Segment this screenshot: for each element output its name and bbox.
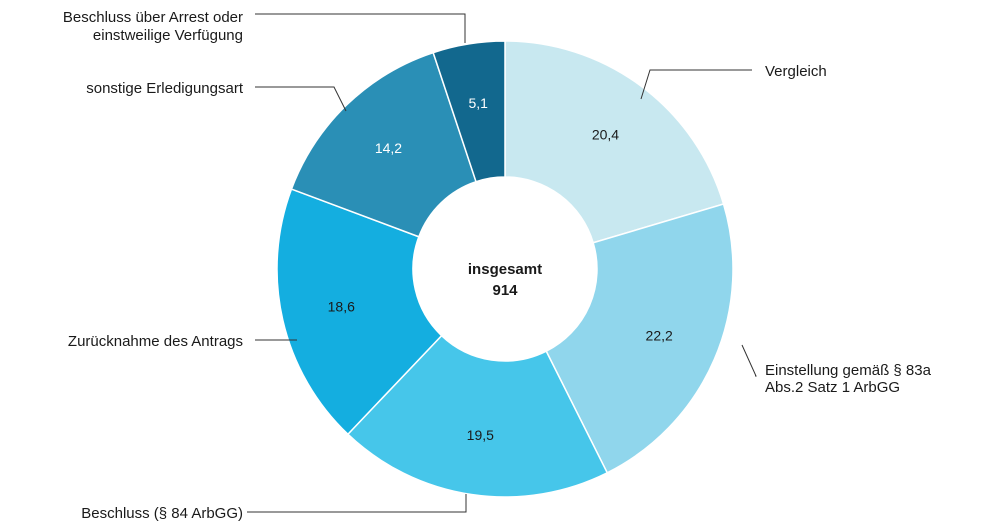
center-total: 914 <box>492 282 518 299</box>
leader-line-1 <box>741 344 757 377</box>
leader-line-0 <box>640 69 752 100</box>
category-labels-group: Vergleich Einstellung gemäß § 83a Abs.2 Sa… <box>63 9 932 522</box>
slice-5 <box>432 40 506 183</box>
center-label: insgesamt <box>468 261 542 278</box>
value-label-3: 18,6 <box>328 299 355 315</box>
leader-line-5 <box>255 13 466 43</box>
leader-line-4 <box>255 86 347 112</box>
value-labels-group: 20,4 22,2 19,5 18,6 14,2 5,1 <box>328 95 673 443</box>
category-label-line: Abs.2 Satz 1 ArbGG <box>765 379 900 396</box>
leader-lines-group <box>247 13 757 513</box>
category-label-line: Vergleich <box>765 63 827 80</box>
slice-3 <box>276 188 443 436</box>
category-label-line: Einstellung gemäß § 83a <box>765 362 932 379</box>
category-label-line: sonstige Erledigungsart <box>86 80 244 97</box>
category-label-1: Einstellung gemäß § 83a Abs.2 Satz 1 ArbG… <box>765 362 932 396</box>
category-label-5: Beschluss über Arrest oder einstweilige V… <box>63 9 243 44</box>
category-label-line: einstweilige Verfügung <box>93 27 243 44</box>
category-label-2: Beschluss (§ 84 ArbGG) <box>81 505 243 522</box>
value-label-1: 22,2 <box>646 328 673 344</box>
category-label-line: Zurücknahme des Antrags <box>68 333 243 350</box>
slice-4 <box>290 51 477 238</box>
category-label-line: Beschluss (§ 84 ArbGG) <box>81 505 243 522</box>
value-label-5: 5,1 <box>468 95 488 111</box>
leader-line-2 <box>247 494 467 513</box>
value-label-2: 19,5 <box>467 427 494 443</box>
category-label-line: Beschluss über Arrest oder <box>63 9 243 26</box>
category-label-4: sonstige Erledigungsart <box>86 80 244 97</box>
slice-1 <box>545 203 734 474</box>
category-label-0: Vergleich <box>765 63 827 80</box>
slice-0 <box>504 40 725 244</box>
category-label-3: Zurücknahme des Antrags <box>68 333 243 350</box>
value-label-4: 14,2 <box>375 140 402 156</box>
value-label-0: 20,4 <box>592 126 619 142</box>
slices-group <box>276 40 734 498</box>
slice-2 <box>346 334 609 498</box>
